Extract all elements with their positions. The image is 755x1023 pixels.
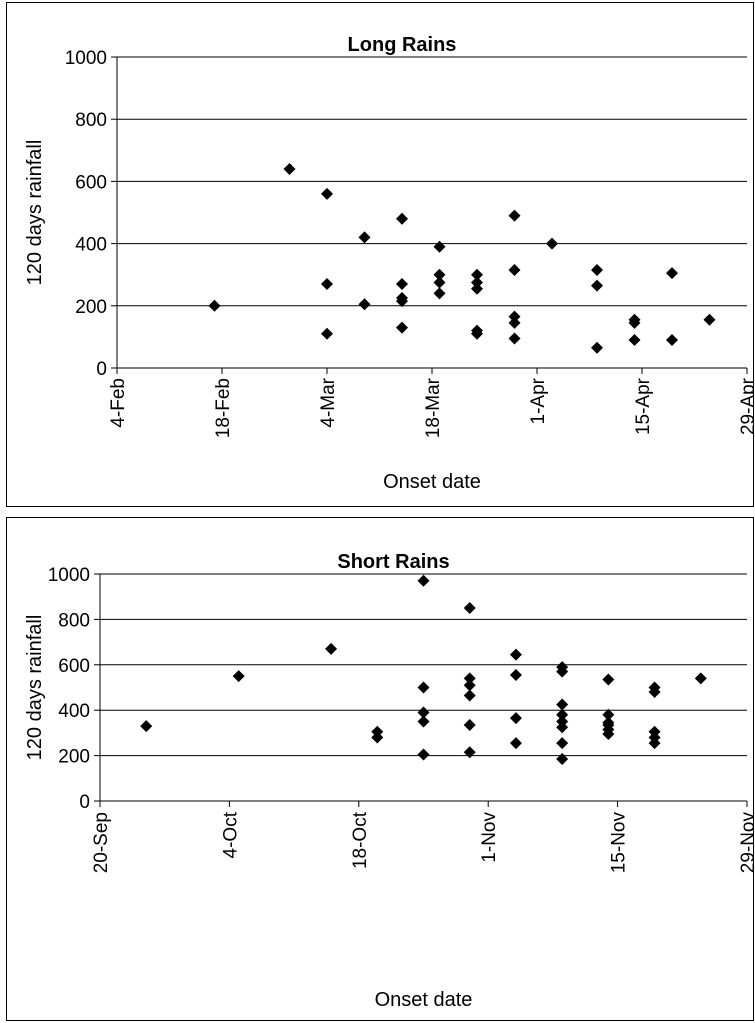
y-tick-label: 600 bbox=[58, 656, 90, 677]
data-point bbox=[463, 679, 476, 692]
data-point bbox=[602, 708, 615, 721]
y-tick-label: 600 bbox=[75, 172, 107, 193]
y-axis-label: 120 days rainfall bbox=[24, 140, 46, 286]
data-point bbox=[471, 282, 483, 295]
x-tick-label: 18-Oct bbox=[350, 811, 371, 869]
data-point bbox=[396, 321, 408, 334]
data-point bbox=[509, 648, 522, 661]
data-point bbox=[358, 298, 371, 311]
x-tick-label: 4-Oct bbox=[220, 811, 241, 858]
y-tick-label: 800 bbox=[58, 610, 90, 631]
data-point bbox=[628, 334, 641, 347]
y-tick-label: 200 bbox=[58, 747, 90, 768]
x-tick-label: 4-Mar bbox=[318, 377, 339, 427]
data-point bbox=[321, 278, 333, 291]
y-tick-label: 1000 bbox=[65, 48, 107, 69]
x-tick-label: 29-Apr bbox=[738, 377, 753, 435]
y-tick-label: 200 bbox=[75, 297, 107, 318]
data-point bbox=[417, 748, 430, 761]
data-point bbox=[508, 310, 521, 323]
data-point bbox=[208, 299, 221, 312]
data-point bbox=[509, 737, 522, 750]
y-tick-label: 800 bbox=[75, 110, 107, 131]
data-point bbox=[396, 278, 408, 291]
x-tick-label: 4-Feb bbox=[108, 378, 129, 428]
data-point bbox=[417, 706, 430, 719]
data-point bbox=[417, 574, 430, 587]
y-tick-label: 0 bbox=[79, 792, 90, 813]
data-point bbox=[471, 327, 483, 340]
data-point bbox=[371, 731, 384, 744]
x-tick-label: 1-Nov bbox=[479, 812, 500, 863]
y-tick-label: 1000 bbox=[48, 565, 90, 586]
data-point bbox=[463, 602, 476, 615]
data-point bbox=[508, 332, 521, 345]
data-point bbox=[666, 267, 678, 280]
x-tick-label: 18-Mar bbox=[423, 377, 444, 438]
x-tick-label: 18-Feb bbox=[213, 378, 234, 438]
data-point bbox=[666, 334, 678, 347]
data-point bbox=[283, 162, 296, 175]
data-point bbox=[648, 737, 661, 750]
data-point bbox=[232, 670, 245, 683]
data-point bbox=[591, 264, 603, 277]
data-point bbox=[325, 642, 338, 655]
data-point bbox=[628, 316, 641, 329]
short-rains-chart-panel: Onset date 120 days rainfall 0 200 400 600 8… bbox=[6, 517, 754, 1021]
data-point bbox=[140, 720, 153, 733]
data-point bbox=[463, 672, 476, 685]
x-tick-label: 20-Sep bbox=[91, 812, 112, 873]
data-point bbox=[463, 746, 476, 759]
data-point bbox=[508, 209, 521, 222]
data-point bbox=[591, 279, 603, 292]
y-tick-label: 0 bbox=[96, 359, 107, 380]
long-rains-chart: Onset date 120 days rainfall 0 200 400 600 8… bbox=[24, 34, 753, 493]
long-rains-chart-panel: Onset date 120 days rainfall 0 200 400 600 8… bbox=[6, 2, 754, 507]
data-point bbox=[703, 313, 716, 326]
data-point bbox=[509, 669, 522, 682]
data-point bbox=[471, 268, 483, 281]
data-point bbox=[417, 681, 430, 694]
data-point bbox=[433, 287, 446, 300]
data-point bbox=[602, 728, 615, 741]
data-point bbox=[433, 276, 446, 289]
y-tick-label: 400 bbox=[58, 701, 90, 722]
x-tick-label: 29-Nov bbox=[738, 812, 753, 874]
data-point bbox=[433, 268, 446, 281]
data-point bbox=[396, 212, 408, 225]
data-point bbox=[694, 672, 707, 685]
data-point bbox=[556, 721, 569, 734]
data-point bbox=[321, 187, 333, 200]
x-tick-label: 15-Apr bbox=[633, 377, 654, 435]
chart-title: Long Rains bbox=[348, 34, 457, 56]
data-point bbox=[648, 686, 661, 699]
data-point bbox=[471, 276, 483, 289]
x-tick-label: 1-Apr bbox=[528, 377, 549, 424]
data-point bbox=[546, 237, 558, 250]
short-rains-chart: Onset date 120 days rainfall 0 200 400 600 8… bbox=[24, 551, 753, 1011]
data-point bbox=[433, 240, 446, 253]
chart-title: Short Rains bbox=[337, 551, 449, 573]
data-point bbox=[463, 689, 476, 702]
x-axis-label: Onset date bbox=[375, 989, 473, 1011]
data-point bbox=[556, 698, 569, 711]
data-point bbox=[509, 712, 522, 725]
data-point bbox=[602, 673, 615, 686]
data-point bbox=[358, 231, 371, 244]
x-axis-label: Onset date bbox=[383, 471, 481, 493]
data-point bbox=[556, 708, 569, 721]
data-point bbox=[463, 718, 476, 731]
data-point bbox=[396, 295, 408, 308]
data-point bbox=[591, 341, 603, 354]
y-tick-label: 400 bbox=[75, 235, 107, 256]
data-point bbox=[556, 753, 569, 766]
data-point bbox=[321, 327, 333, 340]
data-point bbox=[417, 715, 430, 728]
y-axis-label: 120 days rainfall bbox=[24, 615, 46, 761]
x-tick-label: 15-Nov bbox=[609, 812, 630, 874]
data-point bbox=[508, 264, 521, 277]
data-point bbox=[556, 737, 569, 750]
data-point bbox=[556, 665, 569, 678]
data-point bbox=[508, 316, 521, 329]
